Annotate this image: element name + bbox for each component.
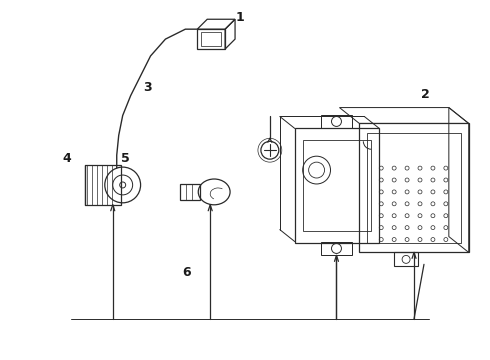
Text: 6: 6	[182, 266, 191, 279]
Text: 5: 5	[121, 152, 130, 165]
Bar	[303, 140, 371, 231]
Text: 4: 4	[63, 152, 72, 165]
Bar	[359, 123, 469, 252]
Bar	[394, 252, 418, 266]
Bar	[85, 165, 121, 205]
Bar	[201, 32, 221, 46]
Bar	[180, 184, 200, 200]
Text: 1: 1	[236, 11, 245, 24]
Text: 2: 2	[421, 88, 430, 101]
Bar	[294, 129, 379, 243]
Bar	[320, 114, 352, 129]
Bar	[320, 242, 352, 255]
Text: 3: 3	[143, 81, 152, 94]
Bar	[368, 133, 461, 243]
